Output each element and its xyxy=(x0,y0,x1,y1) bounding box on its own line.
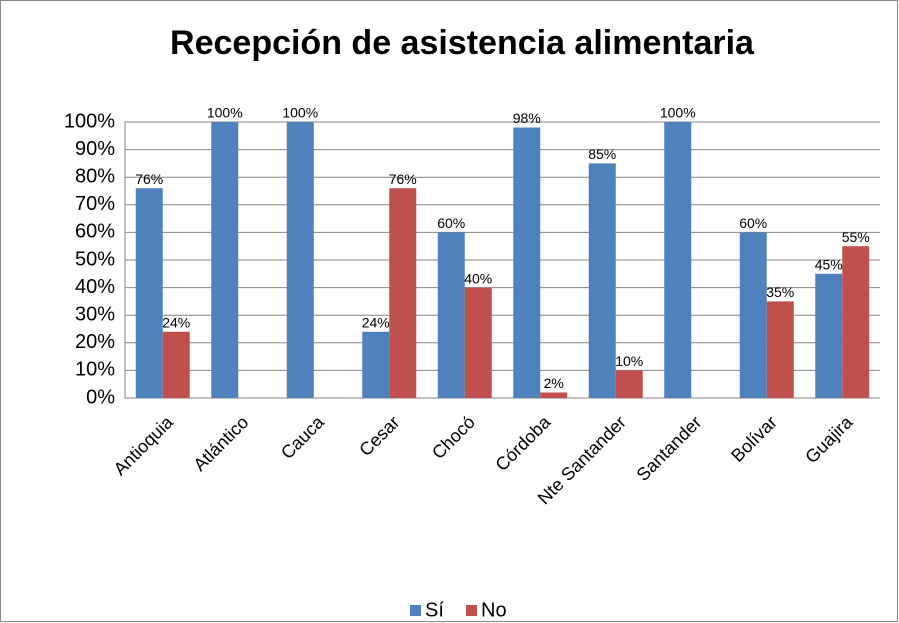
y-tick-label: 30% xyxy=(75,303,115,325)
data-label: 76% xyxy=(135,171,163,187)
y-tick-label: 10% xyxy=(75,359,115,381)
bar xyxy=(162,331,190,398)
bar xyxy=(739,232,767,398)
bar xyxy=(464,287,492,398)
bar xyxy=(540,392,568,398)
data-label: 10% xyxy=(615,353,643,369)
y-tick-label: 60% xyxy=(75,221,115,243)
data-label: 85% xyxy=(588,146,616,162)
bar xyxy=(513,127,541,399)
data-label: 40% xyxy=(464,270,492,286)
bar xyxy=(664,122,692,398)
bar xyxy=(588,163,616,398)
legend-swatch xyxy=(410,605,421,616)
data-label: 45% xyxy=(815,257,843,273)
bar xyxy=(615,370,643,398)
data-label: 35% xyxy=(766,284,794,300)
data-label: 60% xyxy=(437,215,465,231)
chart-title: Recepción de asistencia alimentaria xyxy=(170,24,755,62)
bar xyxy=(211,122,239,398)
bar xyxy=(815,273,843,398)
bar xyxy=(766,301,794,398)
data-label: 100% xyxy=(207,105,243,121)
data-label: 98% xyxy=(513,110,541,126)
legend-label: No xyxy=(481,599,507,621)
bar xyxy=(437,232,465,398)
y-tick-label: 50% xyxy=(75,248,115,270)
y-tick-label: 0% xyxy=(86,386,115,408)
data-label: 60% xyxy=(739,215,767,231)
y-tick-label: 90% xyxy=(75,138,115,160)
data-label: 76% xyxy=(389,171,417,187)
y-tick-label: 100% xyxy=(64,110,115,132)
bar xyxy=(286,122,314,398)
bar xyxy=(135,188,163,398)
y-tick-label: 80% xyxy=(75,165,115,187)
legend-label: Sí xyxy=(425,599,444,621)
y-tick-label: 70% xyxy=(75,193,115,215)
data-label: 100% xyxy=(660,105,696,121)
data-label: 24% xyxy=(162,314,190,330)
data-label: 100% xyxy=(282,105,318,121)
data-label: 55% xyxy=(842,229,870,245)
bar xyxy=(389,188,417,398)
legend-swatch xyxy=(466,605,477,616)
data-label: 2% xyxy=(544,375,564,391)
y-tick-label: 40% xyxy=(75,276,115,298)
data-label: 24% xyxy=(362,314,390,330)
bar xyxy=(842,246,870,398)
bar xyxy=(362,331,390,398)
y-tick-label: 20% xyxy=(75,331,115,353)
